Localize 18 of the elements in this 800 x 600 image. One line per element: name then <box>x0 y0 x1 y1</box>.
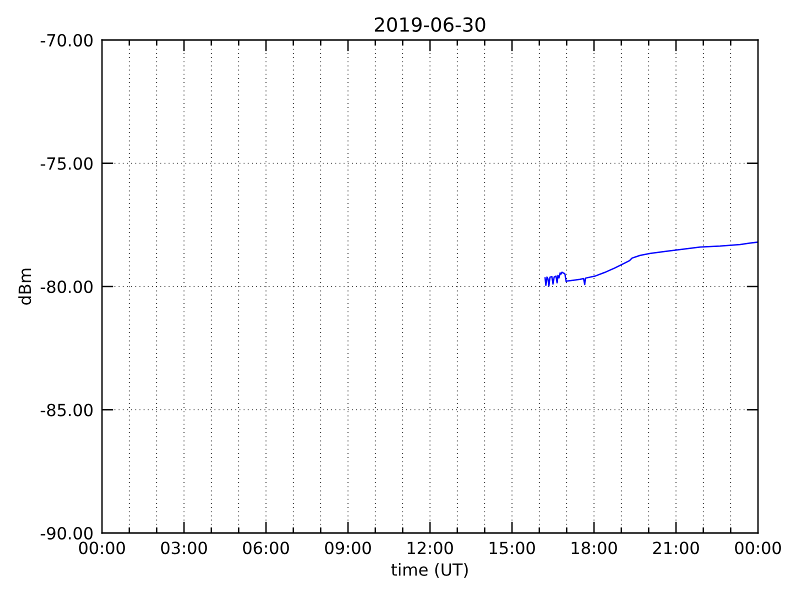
line-series <box>544 241 758 287</box>
x-tick-label: 00:00 <box>735 542 781 554</box>
x-tick-label: 18:00 <box>572 542 617 554</box>
y-tick-label: -80.00 <box>40 280 93 294</box>
x-tick-label: 06:00 <box>243 542 289 554</box>
chart-title: 2019-06-30 <box>374 17 486 32</box>
x-tick-label: 21:00 <box>653 542 699 554</box>
x-tick-label: 15:00 <box>490 542 535 554</box>
y-axis-title: dBm <box>18 268 32 305</box>
x-tick-label: 00:00 <box>79 542 125 554</box>
x-tick-label: 09:00 <box>325 542 371 554</box>
x-tick-label: 12:00 <box>408 542 453 554</box>
y-tick-label: -70.00 <box>40 34 93 47</box>
y-tick-label: -90.00 <box>40 526 93 540</box>
y-tick-label: -75.00 <box>40 157 93 170</box>
x-axis-title: time (UT) <box>391 563 468 578</box>
x-tick-label: 03:00 <box>161 542 207 554</box>
y-tick-label: -85.00 <box>40 404 93 416</box>
